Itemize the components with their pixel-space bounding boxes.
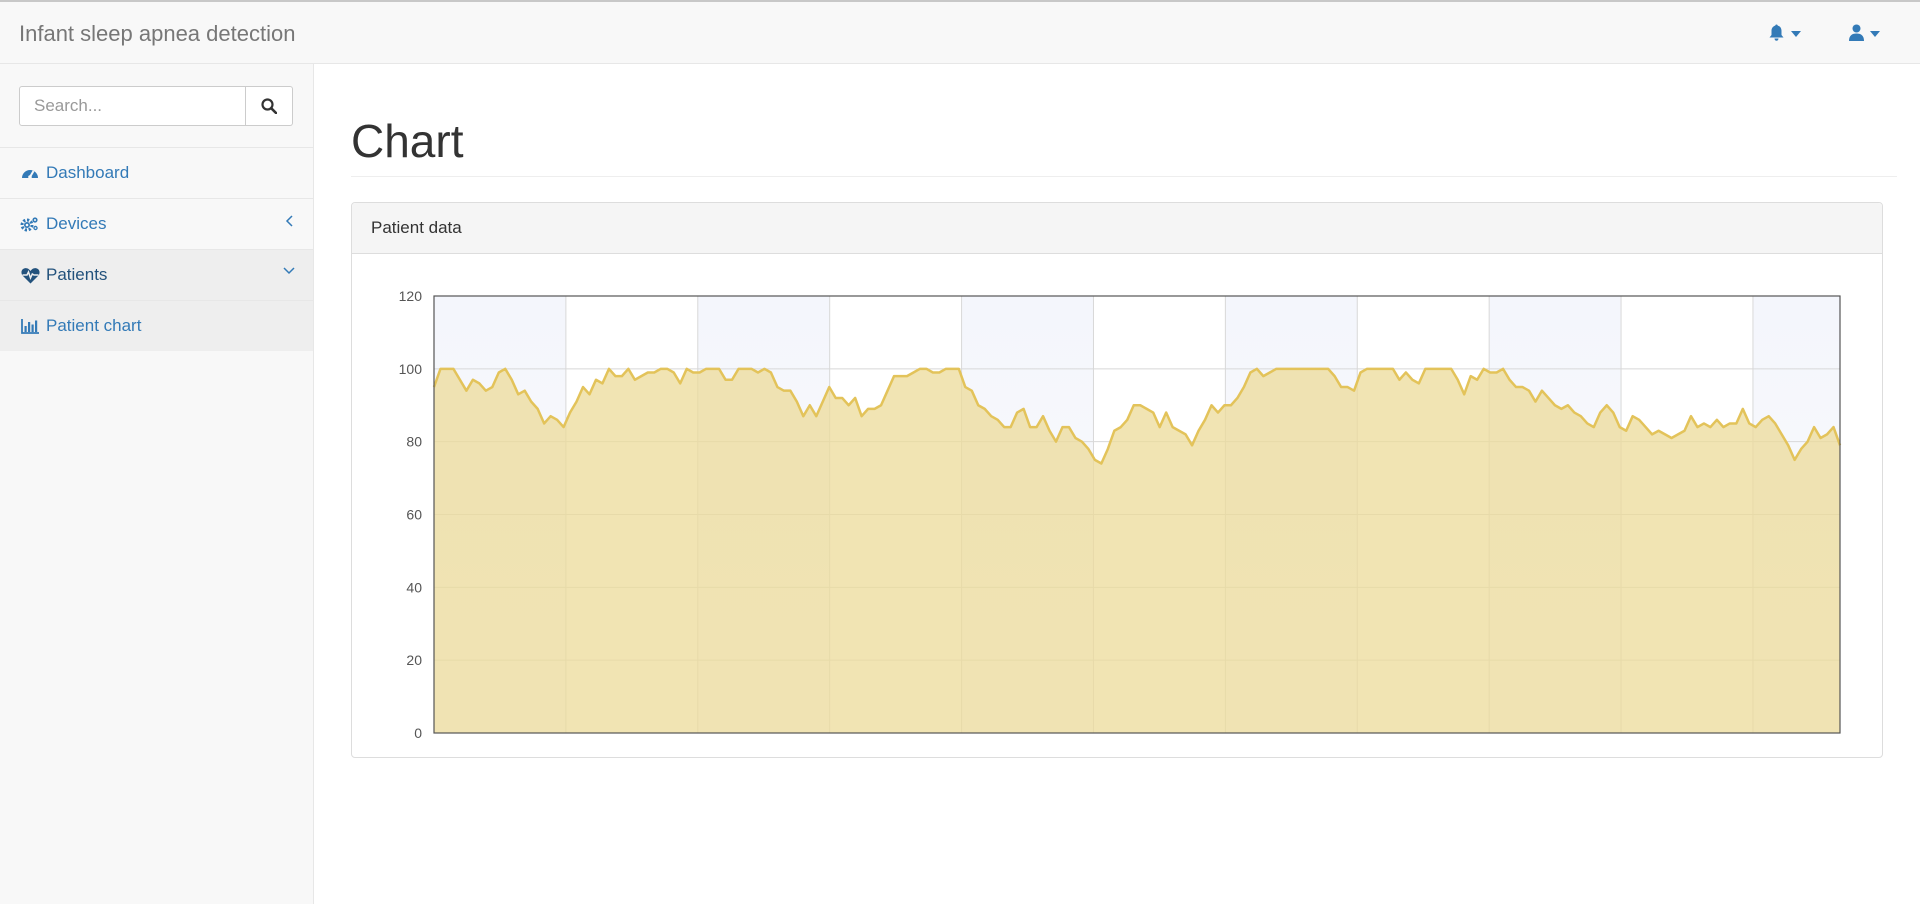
search-input[interactable] [19,86,246,126]
panel-heading: Patient data [352,203,1882,254]
sidebar-item-label: Dashboard [46,163,130,182]
chart-panel: Patient data 0 20 40 60 80 100 120 [351,202,1883,758]
sidebar-menu: Dashboard Devices [0,147,313,351]
y-tick-label: 80 [406,434,422,450]
caret-down-icon [1870,30,1880,37]
y-tick-label: 20 [406,652,422,668]
patient-data-chart: 0 20 40 60 80 100 120 [399,288,1842,741]
sidebar-item-patients[interactable]: Patients [0,249,313,300]
page-title: Chart [351,115,464,167]
search-group [19,86,293,126]
bar-chart-icon [20,316,40,336]
dashboard-icon [20,163,40,183]
y-tick-label: 0 [414,725,422,741]
notifications-dropdown[interactable] [1768,24,1801,42]
sidebar-item-label: Patients [46,265,108,284]
y-tick-label: 120 [399,288,423,304]
series-line [432,367,1842,465]
y-tick-label: 100 [399,361,423,377]
chevron-down-icon [283,267,295,275]
heartbeat-icon [20,265,40,285]
title-divider [351,176,1897,177]
search-icon [261,98,277,114]
sidebar-item-dashboard[interactable]: Dashboard [0,147,313,198]
main-content: Chart Patient data 0 20 40 60 80 100 120 [314,64,1920,904]
chevron-left-icon [285,215,293,227]
bell-icon [1769,24,1784,41]
sidebar: Dashboard Devices [0,64,314,904]
plot-border [433,295,1841,734]
sidebar-item-patient-chart[interactable]: Patient chart [0,300,313,351]
user-icon [1849,24,1864,41]
search-button[interactable] [246,86,293,126]
y-tick-label: 40 [406,579,422,595]
sidebar-item-label: Devices [46,214,107,233]
series-area [434,368,1840,733]
app-title[interactable]: Infant sleep apnea detection [19,21,296,46]
y-tick-label: 60 [406,507,422,523]
sidebar-item-devices[interactable]: Devices [0,198,313,249]
user-dropdown[interactable] [1849,24,1880,41]
cogs-icon [20,214,40,234]
top-navbar: Infant sleep apnea detection [0,0,1920,64]
chart-container: 0 20 40 60 80 100 120 [352,254,1882,759]
caret-down-icon [1791,31,1801,37]
sidebar-item-label: Patient chart [46,316,142,335]
